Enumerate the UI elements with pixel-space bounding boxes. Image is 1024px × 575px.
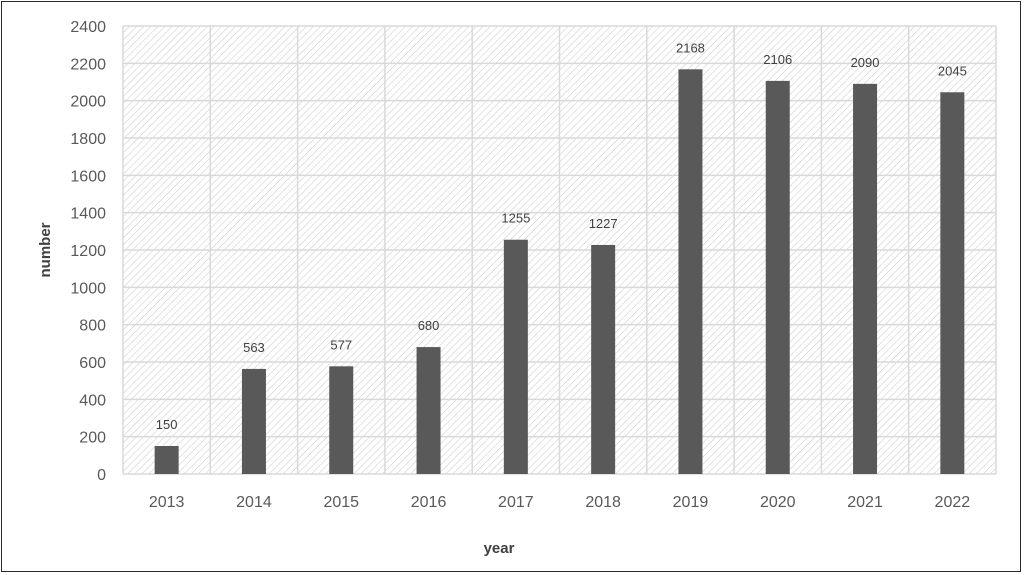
bar-2020 [765,80,790,474]
data-label-2015: 577 [330,337,352,352]
x-tick-2018: 2018 [585,494,621,511]
x-tick-2022: 2022 [935,494,971,511]
data-labels: 150 563 577 680 1255 1227 2168 2106 2090 2045 [156,40,967,432]
y-tick-1400: 1400 [70,206,106,223]
bar-2021 [853,83,878,474]
x-axis-ticks: 2013 2014 2015 2016 2017 2018 2019 2020 2021 2022 [149,494,970,511]
y-tick-2000: 2000 [70,94,106,111]
x-tick-2013: 2013 [149,494,185,511]
y-tick-200: 200 [79,430,106,447]
x-tick-2021: 2021 [847,494,883,511]
bars [154,69,965,475]
data-label-2014: 563 [243,340,265,355]
y-axis-ticks: 0 200 400 600 800 1000 1200 1400 1600 1800 2000 220… [70,19,106,484]
y-tick-400: 400 [79,392,106,409]
x-axis-title: year [484,540,515,557]
y-tick-1800: 1800 [70,131,106,148]
data-label-2013: 150 [156,417,178,432]
y-tick-1200: 1200 [70,243,106,260]
y-tick-0: 0 [97,467,106,484]
bar-2017 [503,239,528,474]
y-axis-title: number [37,222,54,277]
y-tick-1000: 1000 [70,280,106,297]
y-tick-600: 600 [79,355,106,372]
data-label-2022: 2045 [938,63,967,78]
y-tick-2200: 2200 [70,56,106,73]
x-tick-2015: 2015 [323,494,359,511]
bar-2015 [329,366,354,474]
bar-2022 [940,92,965,475]
data-label-2016: 680 [418,318,440,333]
data-label-2019: 2168 [676,40,705,55]
x-tick-2017: 2017 [498,494,534,511]
bar-2016 [416,347,441,474]
data-label-2020: 2106 [763,52,792,67]
y-tick-2400: 2400 [70,19,106,36]
data-label-2018: 1227 [589,216,618,231]
bar-2018 [591,244,616,474]
bar-2014 [241,368,266,474]
gridlines [122,25,997,475]
y-tick-1600: 1600 [70,168,106,185]
bar-2019 [678,69,703,474]
x-tick-2020: 2020 [760,494,796,511]
x-tick-2016: 2016 [411,494,447,511]
x-tick-2014: 2014 [236,494,272,511]
x-tick-2019: 2019 [673,494,709,511]
y-tick-800: 800 [79,318,106,335]
data-label-2017: 1255 [501,211,530,226]
data-label-2021: 2090 [851,55,880,70]
bar-2013 [154,446,179,474]
